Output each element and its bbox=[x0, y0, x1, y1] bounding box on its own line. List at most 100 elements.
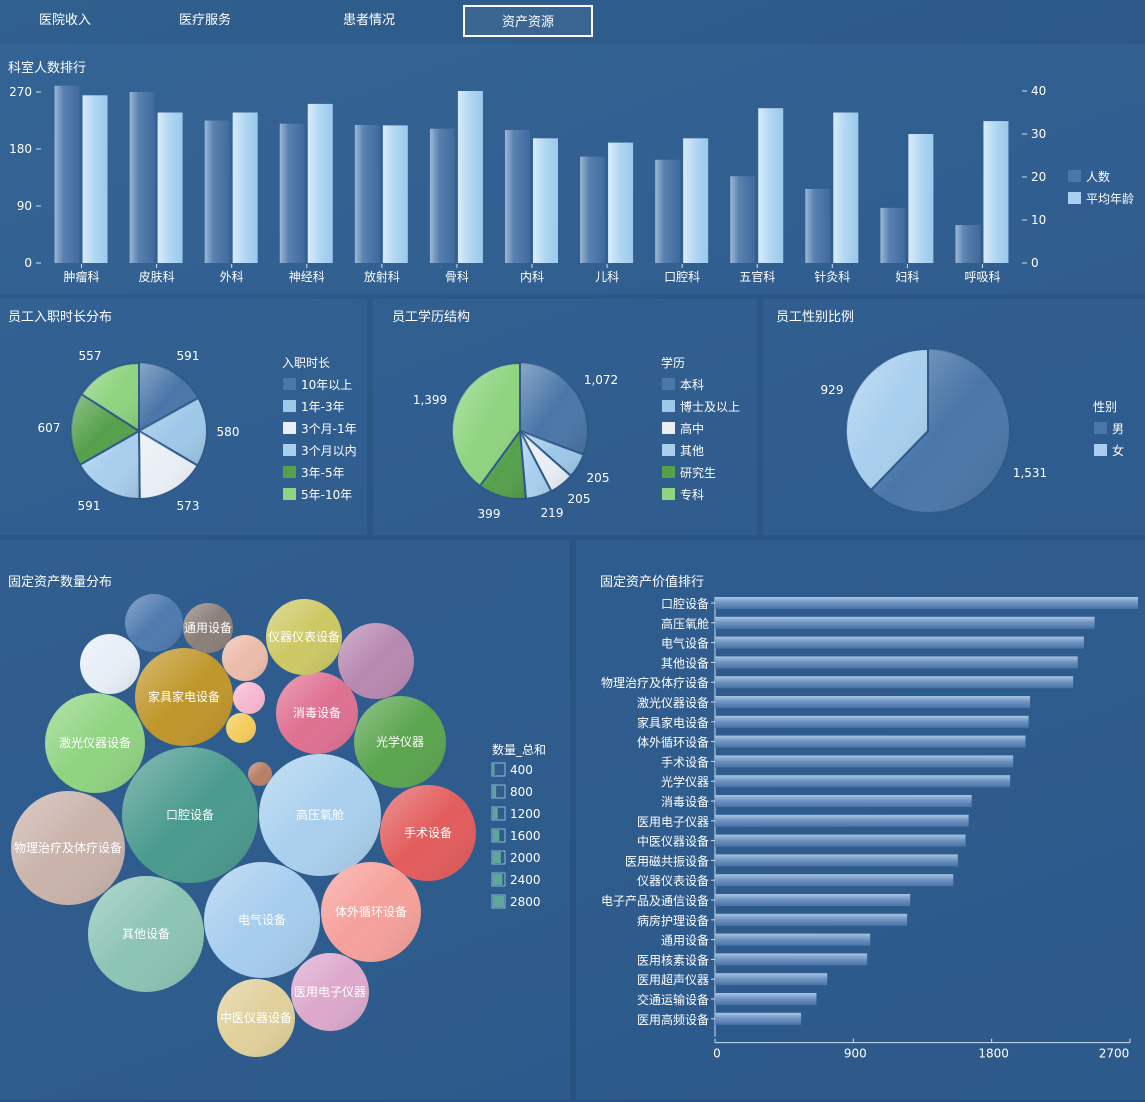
bubble-legend-fill-5 bbox=[493, 874, 503, 885]
edu-value-label-4: 399 bbox=[478, 507, 501, 521]
value-bar-15 bbox=[715, 894, 911, 906]
bubble-shine-18 bbox=[222, 635, 268, 681]
tenure-value-label-1: 580 bbox=[217, 425, 240, 439]
dept-bar-count-3 bbox=[279, 123, 305, 264]
bubble-shine-17 bbox=[80, 634, 140, 694]
bubble-legend-title: 数量_总和 bbox=[492, 742, 546, 757]
bubble-shine-6 bbox=[135, 648, 233, 746]
dept-ytick-right-2: 20 bbox=[1031, 170, 1046, 184]
dept-xtick-8: 口腔科 bbox=[664, 269, 700, 284]
bubble-label-0: 口腔设备 bbox=[166, 807, 214, 822]
value-ytick-17: 通用设备 bbox=[661, 934, 709, 948]
edu-legend-swatch-4 bbox=[662, 466, 675, 478]
bubble-legend-box-1 bbox=[491, 784, 506, 799]
tenure-value-label-0: 591 bbox=[177, 349, 200, 363]
value-bar-2 bbox=[715, 636, 1084, 649]
bubble-legend-box-4 bbox=[491, 850, 506, 865]
gender-value-label-0: 1,531 bbox=[1013, 466, 1047, 480]
gender-slice-shine-1 bbox=[846, 348, 928, 490]
bubble-shine-14 bbox=[183, 603, 233, 653]
dept-ytick-right-1: 10 bbox=[1031, 213, 1046, 227]
value-bar-17 bbox=[715, 933, 871, 946]
tenure-legend-label-3: 3个月以内 bbox=[301, 444, 357, 458]
tenure-slice-shine-5 bbox=[81, 363, 139, 431]
edu-slice-shine-2 bbox=[520, 431, 572, 492]
dept-bar-age-3 bbox=[307, 103, 333, 264]
bubble-label-1: 高压氧舱 bbox=[296, 807, 344, 822]
bubble-shine-5 bbox=[45, 693, 145, 793]
gender-legend-title: 性别 bbox=[1093, 400, 1117, 414]
value-bar-10 bbox=[715, 795, 972, 807]
value-bar-20 bbox=[715, 993, 817, 1005]
bubble-legend-fill-1 bbox=[493, 786, 497, 797]
dept-bar-age-12 bbox=[983, 121, 1009, 263]
value-ytick-2: 电气设备 bbox=[661, 636, 709, 651]
bubble-shine-12 bbox=[217, 979, 295, 1057]
value-ytick-4: 物理治疗及体疗设备 bbox=[601, 676, 709, 690]
dept-bar-age-5 bbox=[457, 91, 483, 263]
value-ytick-6: 家具家电设备 bbox=[637, 715, 709, 730]
bubble-shine-2 bbox=[11, 791, 125, 905]
bubble-shine-7 bbox=[380, 785, 476, 881]
tenure-slice-shine-1 bbox=[139, 397, 207, 466]
dept-bar-count-9 bbox=[730, 176, 756, 263]
bubble-label-12: 中医仪器设备 bbox=[220, 1010, 292, 1025]
tenure-value-label-2: 573 bbox=[177, 499, 200, 513]
dept-bar-age-8 bbox=[683, 138, 709, 263]
edu-slice-shine-0 bbox=[520, 363, 588, 455]
tenure-legend-label-4: 3年-5年 bbox=[301, 466, 345, 480]
bubble-shine-16 bbox=[125, 594, 183, 652]
tenure-value-label-4: 607 bbox=[38, 421, 61, 435]
value-ytick-18: 医用核素设备 bbox=[637, 953, 709, 967]
value-bar-12 bbox=[715, 834, 966, 847]
dept-title: 科室人数排行 bbox=[8, 61, 87, 76]
bubble-legend-label-0: 400 bbox=[510, 763, 533, 777]
edu-value-label-1: 205 bbox=[587, 471, 610, 485]
bubble-shine-21 bbox=[248, 762, 272, 786]
bubble-legend-fill-6 bbox=[493, 896, 504, 907]
edu-legend-label-2: 高中 bbox=[680, 421, 704, 436]
tab-4[interactable]: 资产资源 bbox=[463, 5, 593, 37]
bubble-shine-0 bbox=[122, 747, 258, 883]
dept-xtick-2: 外科 bbox=[220, 270, 244, 284]
value-bar-11 bbox=[715, 814, 969, 827]
value-ytick-11: 医用电子仪器 bbox=[637, 815, 709, 829]
value-ytick-9: 光学仪器 bbox=[661, 774, 709, 789]
dept-bar-count-8 bbox=[655, 159, 681, 263]
dept-ytick-left-3: 270 bbox=[9, 85, 32, 99]
bubble-shine-3 bbox=[88, 876, 204, 992]
asset-value-chart: 口腔设备高压氧舱电气设备其他设备物理治疗及体疗设备激光仪器设备家具家电设备体外循… bbox=[601, 596, 1138, 1061]
tenure-legend-swatch-5 bbox=[283, 488, 296, 500]
bubble-label-14: 通用设备 bbox=[184, 621, 232, 635]
dept-ytick-left-1: 90 bbox=[17, 199, 32, 213]
dept-bar-count-1 bbox=[129, 92, 155, 263]
gender-legend-label-0: 男 bbox=[1112, 422, 1124, 436]
bubble-shine-9 bbox=[354, 696, 446, 788]
tenure-title: 员工入职时长分布 bbox=[8, 310, 113, 325]
value-xtick-0: 0 bbox=[713, 1047, 721, 1061]
tenure-slice-shine-3 bbox=[79, 431, 140, 500]
bubble-label-13: 仪器仪表设备 bbox=[268, 630, 340, 644]
bubble-legend-fill-4 bbox=[493, 852, 501, 863]
tab-3[interactable]: 患者情况 bbox=[342, 13, 395, 28]
bubble-legend-box-5 bbox=[491, 872, 506, 887]
value-ytick-3: 其他设备 bbox=[661, 656, 709, 670]
bubble-shine-15 bbox=[338, 623, 414, 699]
tab-2[interactable]: 医疗服务 bbox=[178, 13, 231, 28]
value-ytick-19: 医用超声仪器 bbox=[637, 972, 709, 987]
dept-xtick-0: 肿瘤科 bbox=[64, 269, 100, 284]
tab-1[interactable]: 医院收入 bbox=[38, 13, 91, 28]
dept-legend-swatch-0 bbox=[1068, 170, 1081, 182]
bubble-legend-label-2: 1200 bbox=[510, 807, 541, 821]
value-bar-0 bbox=[715, 597, 1138, 609]
value-bar-3 bbox=[715, 656, 1078, 669]
edu-legend-label-5: 专科 bbox=[680, 487, 704, 502]
tenure-legend-swatch-4 bbox=[283, 466, 296, 478]
dept-bar-age-2 bbox=[232, 112, 258, 263]
value-bar-7 bbox=[715, 735, 1026, 748]
tenure-value-label-3: 591 bbox=[78, 499, 101, 513]
value-bar-1 bbox=[715, 616, 1095, 629]
asset-count-title: 固定资产数量分布 bbox=[8, 575, 113, 590]
